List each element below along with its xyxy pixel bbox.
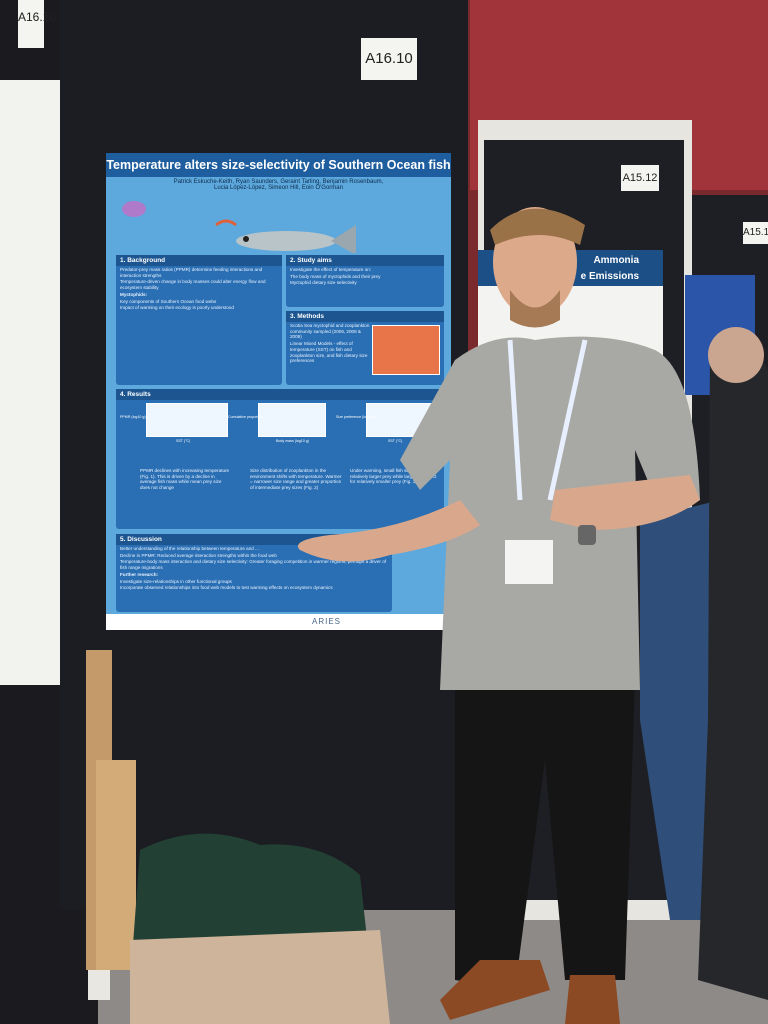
axis-label: Body mass (log10 g) xyxy=(276,439,309,443)
axis-label: Cumulative proportion xyxy=(228,415,264,419)
illustration xyxy=(122,201,356,253)
section-text: Myctophids: xyxy=(120,291,148,297)
section-text: Key components of Southern Ocean food we… xyxy=(120,298,217,304)
axis-label: SST (°C) xyxy=(388,439,403,443)
section-heading: 1. Background xyxy=(116,255,282,266)
logo-bar: ARIES xyxy=(106,614,451,630)
aims-section: 2. Study aims Investigate the effect of … xyxy=(286,255,444,307)
section-text: Impact of warming on their ecology is po… xyxy=(120,305,234,311)
axis-label: Size preference (log10 g) xyxy=(336,415,377,419)
board-label: A15.10 xyxy=(743,222,768,244)
axis-label: SST (°C) xyxy=(176,439,191,443)
board-label: A15.12 xyxy=(621,165,659,191)
section-text: Incorporate observed relationships into … xyxy=(120,585,333,591)
section-heading: 4. Results xyxy=(116,389,444,400)
section-text: Better understanding of the relationship… xyxy=(120,546,259,551)
figure xyxy=(258,403,326,437)
figure xyxy=(146,403,228,437)
section-text: Temperature-body mass interaction and di… xyxy=(120,559,387,571)
poster-title: Temperature alters size-selectivity of S… xyxy=(106,153,451,177)
caption: Under warming, small fish select for rel… xyxy=(350,468,437,485)
section-text: Myctophid dietary size selectivity xyxy=(290,280,357,286)
section-text: Decline in PPMR: Reduced average interac… xyxy=(120,552,277,558)
poster-authors: Patrick Eskuche-Keith, Ryan Saunders, Ge… xyxy=(173,179,384,191)
section-heading: 5. Discussion xyxy=(116,534,392,545)
logo: ARIES xyxy=(312,617,342,626)
map xyxy=(372,325,440,375)
section-text: Linear Mixed Models - effect of temperat… xyxy=(290,341,368,364)
caption: Size distribution of zooplankton in the … xyxy=(250,468,342,491)
section-text: Scotia Sea myctophid and zooplankton com… xyxy=(290,323,370,340)
section-text: Further research: xyxy=(120,571,159,577)
axis-label: PPMR (log10 g) xyxy=(120,415,146,419)
section-text: Investigate the effect of temperature on… xyxy=(290,267,372,272)
section-heading: 3. Methods xyxy=(286,311,444,322)
methods-section: 3. Methods Scotia Sea myctophid and zoop… xyxy=(286,311,444,385)
section-text: Predator-prey mass ratios (PPMR) determi… xyxy=(120,267,263,278)
section-heading: 2. Study aims xyxy=(286,255,444,266)
section-text: Investigate size-relationships in other … xyxy=(120,578,232,584)
section-text: Temperature-driven change in body masses… xyxy=(120,279,266,291)
caption: PPMR declines with increasing temperatur… xyxy=(140,468,230,491)
section-text: The body mass of myctophids and their pr… xyxy=(290,273,381,279)
board-label: A16.10 xyxy=(361,38,417,80)
background-section: 1. Background Predator-prey mass ratios … xyxy=(116,255,282,385)
